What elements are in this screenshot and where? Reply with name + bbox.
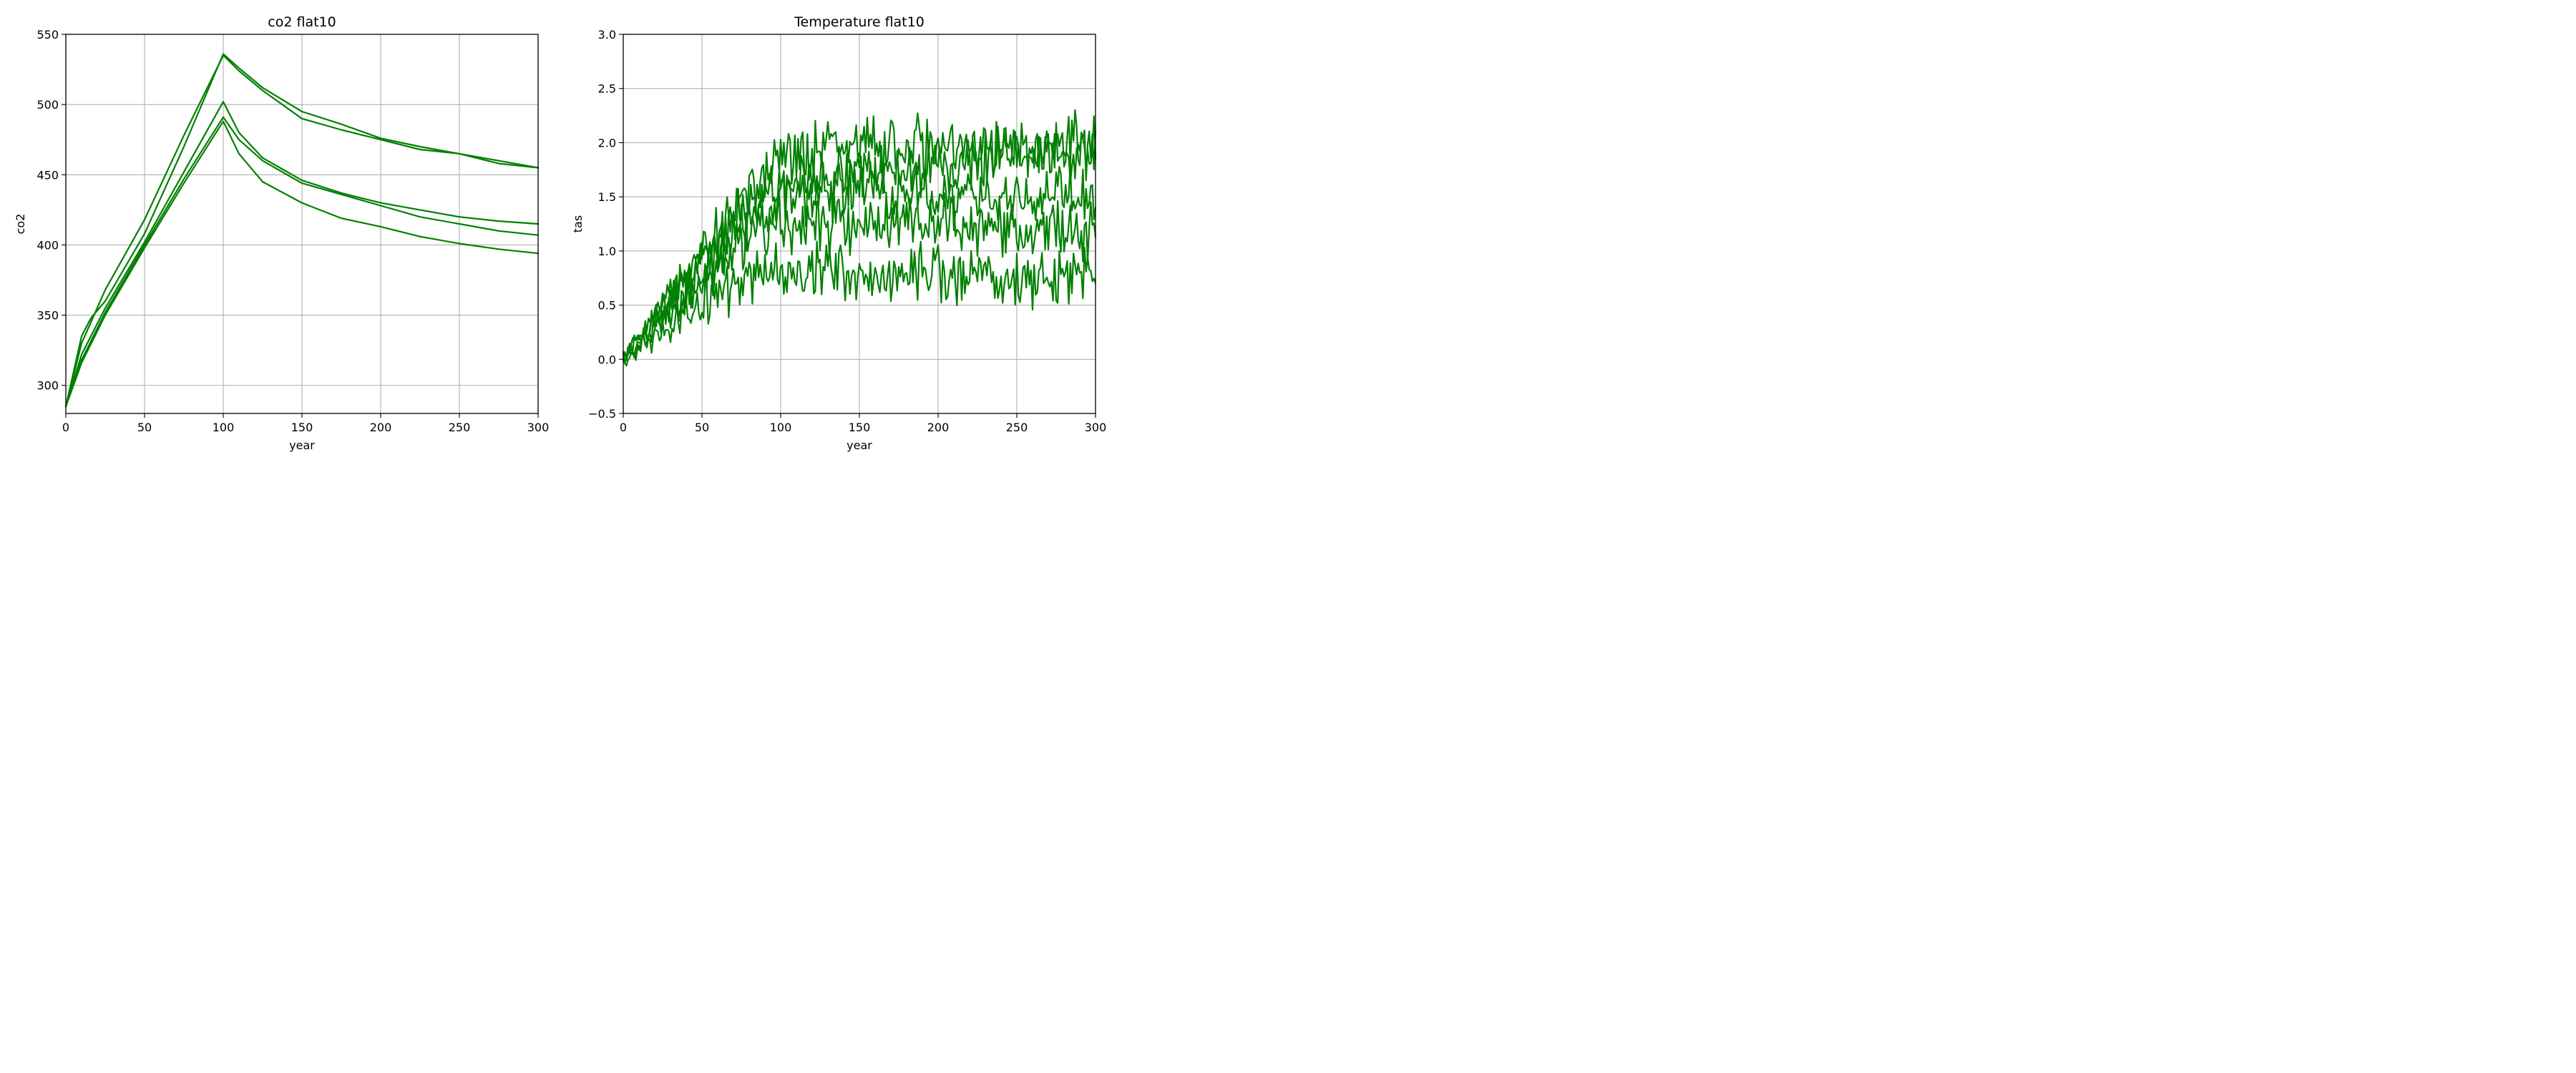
co2-series-line — [64, 120, 540, 408]
co2-series-line — [64, 101, 540, 408]
co2-x-tick-label: 300 — [527, 421, 550, 434]
co2-title: co2 flat10 — [268, 14, 336, 30]
co2-y-tick-label: 400 — [36, 238, 59, 252]
temperature-series — [622, 109, 1097, 367]
co2-grid — [65, 34, 539, 413]
temperature-y-tick-label: 2.5 — [598, 82, 616, 96]
co2-series-line — [64, 53, 540, 408]
temperature-series-line — [622, 109, 1097, 361]
temperature-x-tick-label: 150 — [849, 421, 871, 434]
temperature-y-axis-label: tas — [571, 215, 585, 232]
temperature-ticks: 0 50 100 150 200 250 300 −0.5 0.0 0.5 1.0 1.5 2.0 2.5… — [588, 28, 1106, 434]
temperature-y-tick-label: 0.0 — [598, 353, 616, 366]
co2-series-line — [64, 54, 540, 408]
co2-y-tick-label: 300 — [36, 379, 59, 393]
co2-y-tick-label: 350 — [36, 309, 59, 323]
temperature-y-tick-label: 0.5 — [598, 299, 616, 313]
co2-y-tick-label: 500 — [36, 98, 59, 112]
temperature-y-tick-label: 2.0 — [598, 136, 616, 150]
co2-x-tick-label: 100 — [213, 421, 235, 434]
temperature-x-axis-label: year — [847, 438, 872, 452]
temperature-series-line — [622, 240, 1097, 367]
co2-chart: 0 50 100 150 200 250 300 300 350 400 450 500 550 co2… — [14, 14, 549, 452]
co2-x-tick-label: 250 — [449, 421, 471, 434]
co2-y-axis-label: co2 — [14, 214, 27, 235]
co2-y-tick-label: 450 — [36, 168, 59, 182]
temperature-x-tick-label: 100 — [770, 421, 792, 434]
temperature-x-tick-label: 250 — [1006, 421, 1028, 434]
temperature-grid — [623, 34, 1096, 414]
temperature-x-tick-label: 50 — [695, 421, 709, 434]
temperature-series-line — [622, 122, 1097, 363]
co2-x-axis-label: year — [289, 438, 315, 452]
temperature-y-tick-label: 1.0 — [598, 245, 616, 258]
temperature-chart: 0 50 100 150 200 250 300 −0.5 0.0 0.5 1.0 1.5 2.0 2.5… — [571, 14, 1106, 452]
co2-x-tick-label: 0 — [62, 421, 69, 434]
temperature-title: Temperature flat10 — [794, 14, 924, 30]
temperature-y-tick-label: 1.5 — [598, 190, 616, 204]
temperature-y-tick-label: −0.5 — [588, 407, 616, 421]
co2-series — [64, 53, 540, 408]
co2-x-tick-label: 150 — [291, 421, 313, 434]
temperature-x-tick-label: 200 — [927, 421, 950, 434]
co2-x-tick-label: 50 — [137, 421, 152, 434]
temperature-x-tick-label: 0 — [620, 421, 627, 434]
temperature-y-tick-label: 3.0 — [598, 28, 616, 41]
temperature-x-tick-label: 300 — [1085, 421, 1107, 434]
co2-x-tick-label: 200 — [370, 421, 392, 434]
temperature-series-line — [622, 157, 1097, 364]
temperature-series-line — [622, 192, 1097, 357]
co2-y-tick-label: 550 — [36, 28, 59, 41]
co2-series-line — [64, 116, 540, 408]
co2-ticks: 0 50 100 150 200 250 300 300 350 400 450 500 550 — [36, 28, 549, 434]
